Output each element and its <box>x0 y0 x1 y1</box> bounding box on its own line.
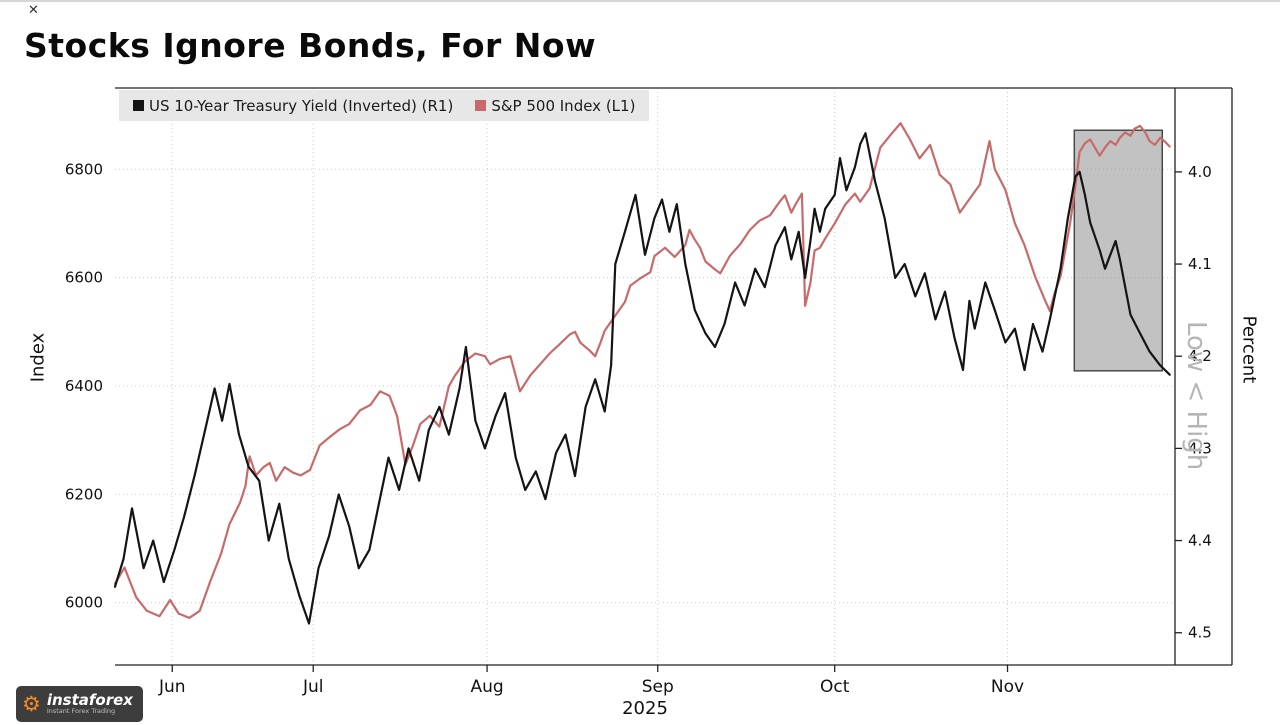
right-tick-label: 4.1 <box>1188 255 1212 273</box>
x-tick-label: Jun <box>158 677 186 697</box>
logo-brand-name: instaforex <box>46 690 133 709</box>
chart-legend: US 10-Year Treasury Yield (Inverted) (R1… <box>119 90 650 121</box>
x-axis-year-label: 2025 <box>622 698 668 719</box>
legend-label-treasury-yield: US 10-Year Treasury Yield (Inverted) (R1… <box>149 96 454 115</box>
instaforex-logo[interactable]: ⚙ instaforex Instant Forex Trading <box>16 686 143 722</box>
x-tick-label: Sep <box>642 677 674 697</box>
x-tick-label: Oct <box>820 677 850 697</box>
left-tick-label: 6600 <box>65 269 103 287</box>
legend-label-sp500: S&P 500 Index (L1) <box>491 96 636 115</box>
window-top-edge <box>0 0 1280 2</box>
logo-tagline: Instant Forex Trading <box>46 707 116 716</box>
legend-swatch-red <box>475 100 487 111</box>
right-tick-label: 4.0 <box>1188 163 1212 181</box>
x-tick-label: Jul <box>302 677 324 697</box>
right-axis-low-high-label: Low < High <box>1181 321 1211 471</box>
legend-swatch-black <box>133 100 144 111</box>
series-line-treasury-yield <box>113 132 1171 625</box>
right-tick-label: 4.2 <box>1188 347 1212 365</box>
right-axis-title: Percent <box>1238 315 1260 384</box>
right-tick-label: 4.5 <box>1188 624 1212 642</box>
right-tick-label: 4.4 <box>1188 532 1212 550</box>
left-tick-label: 6400 <box>65 377 103 395</box>
left-axis-title: Index <box>27 332 49 383</box>
left-tick-label: 6200 <box>65 485 103 503</box>
x-tick-label: Nov <box>991 677 1024 697</box>
x-tick-label: Aug <box>470 677 503 697</box>
legend-entry-treasury-yield: US 10-Year Treasury Yield (Inverted) (R1… <box>133 97 453 115</box>
series-line-sp500 <box>113 122 1171 620</box>
left-tick-label: 6800 <box>65 160 103 178</box>
right-tick-label: 4.3 <box>1188 439 1212 457</box>
gear-icon: ⚙ <box>22 691 41 716</box>
left-tick-label: 6000 <box>65 594 103 612</box>
page-title: Stocks Ignore Bonds, For Now <box>24 26 597 65</box>
close-icon[interactable]: ✕ <box>28 3 39 18</box>
legend-entry-sp500: S&P 500 Index (L1) <box>475 97 635 115</box>
